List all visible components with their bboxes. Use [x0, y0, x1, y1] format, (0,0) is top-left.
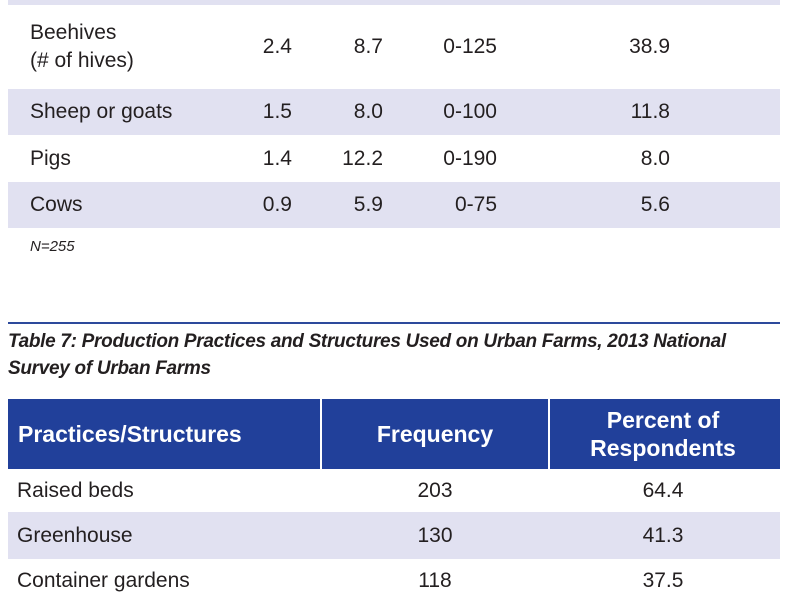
row-label: Cows: [30, 193, 83, 216]
table-row: Beehives (# of hives) 2.4 8.7 0-125 38.9: [0, 8, 800, 88]
cell-value: 1.5: [262, 100, 292, 123]
table-row: Cows 0.9 5.9 0-75 5.6: [8, 182, 780, 228]
cell-value: 41.3: [642, 524, 684, 547]
column-header: Practices/Structures: [18, 421, 242, 447]
table-title: Table 7: Production Practices and Struct…: [8, 331, 726, 379]
column-header: Frequency: [376, 421, 494, 447]
cell-value: 203: [417, 479, 453, 502]
table6-header-band: [8, 0, 780, 5]
cell-value: 0-100: [443, 100, 497, 123]
cell-value: 12.2: [342, 147, 383, 170]
cell-value: 8.0: [640, 147, 670, 170]
table-header: Practices/Structures Frequency Percent o…: [8, 399, 780, 469]
column-divider: [320, 399, 322, 469]
row-label: Raised beds: [17, 479, 134, 502]
cell-value: 11.8: [630, 100, 670, 123]
cell-value: 5.6: [640, 193, 670, 216]
cell-value: 130: [417, 524, 453, 547]
column-divider: [548, 399, 550, 469]
cell-value: 5.9: [353, 193, 383, 216]
cell-value: 0-190: [443, 147, 497, 170]
cell-value: 0-125: [443, 35, 497, 58]
table-row: Sheep or goats 1.5 8.0 0-100 11.8: [8, 89, 780, 135]
column-header: Percent of Respondents: [590, 407, 736, 461]
cell-value: 38.9: [629, 35, 670, 58]
cell-value: 0-75: [454, 193, 497, 216]
row-label: Greenhouse: [17, 524, 133, 547]
row-label: Pigs: [30, 147, 71, 170]
cell-value: 37.5: [642, 569, 684, 592]
table-row: Container gardens 118 37.5: [8, 559, 780, 600]
cell-value: 0.9: [262, 193, 292, 216]
row-label-sub: (# of hives): [30, 49, 134, 72]
row-label: Sheep or goats: [30, 100, 173, 123]
table-note: N=255: [30, 238, 75, 255]
row-label: Container gardens: [17, 569, 190, 592]
row-label: Beehives: [30, 21, 117, 44]
cell-value: 2.4: [262, 35, 292, 58]
table-row: Raised beds 203 64.4: [8, 469, 780, 512]
cell-value: 8.0: [353, 100, 383, 123]
cell-value: 118: [418, 569, 452, 592]
table-row: Greenhouse 130 41.3: [8, 512, 780, 559]
cell-value: 64.4: [642, 479, 684, 502]
cell-value: 1.4: [262, 147, 292, 170]
table-row: Pigs 1.4 12.2 0-190 8.0: [8, 135, 780, 182]
cell-value: 8.7: [353, 35, 383, 58]
section-divider: [8, 322, 780, 324]
